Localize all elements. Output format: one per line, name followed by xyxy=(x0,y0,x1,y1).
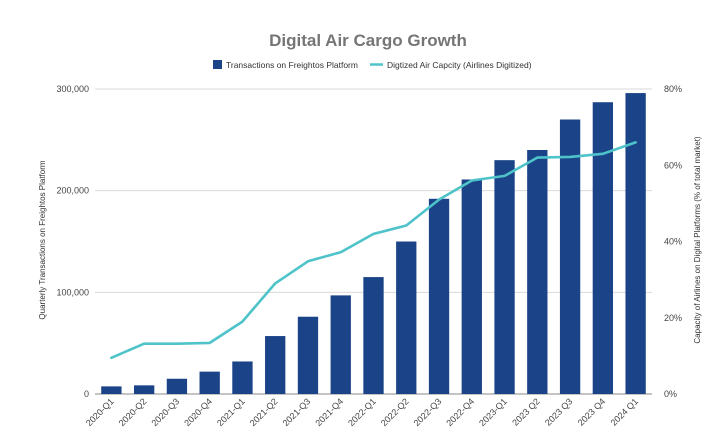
x-axis-ticks: 2020-Q1 2020-Q2 2020-Q3 2020-Q4 2021-Q1 2021-… xyxy=(84,396,640,428)
legend-swatch-transactions xyxy=(213,60,222,69)
x-tick-label: 2022-Q3 xyxy=(412,396,444,428)
x-tick-label: 2021-Q1 xyxy=(215,396,247,428)
bar xyxy=(101,386,122,394)
y-tick-label: 0 xyxy=(84,389,89,399)
x-tick-label: 2023 Q2 xyxy=(510,396,541,427)
capacity-series-line xyxy=(110,141,637,360)
x-tick-label: 2020-Q4 xyxy=(182,396,214,428)
bar xyxy=(265,336,286,394)
legend: Transactions on Freightos Platform Digti… xyxy=(213,60,532,70)
x-tick-label: 2022-Q1 xyxy=(346,396,378,428)
bar xyxy=(199,371,220,394)
bar xyxy=(330,295,351,394)
bars xyxy=(101,93,646,395)
y-tick-label: 200,000 xyxy=(56,186,89,196)
y-right-tick-label: 0% xyxy=(664,389,677,399)
bar xyxy=(625,93,646,395)
x-tick-label: 2023 Q3 xyxy=(543,396,574,427)
bar xyxy=(559,119,581,394)
bar xyxy=(461,179,482,394)
x-tick-label: 2022-Q2 xyxy=(379,396,411,428)
right-axis-title: Capacity of Airlines on Digital Platform… xyxy=(693,136,702,344)
bar xyxy=(494,160,515,394)
capacity-line xyxy=(110,141,637,360)
x-tick-label: 2021-Q4 xyxy=(313,396,345,428)
x-tick-label: 2022-Q4 xyxy=(444,396,476,428)
left-axis-title: Quarterly Transactions on Freightos Plat… xyxy=(38,160,47,320)
y-right-tick-label: 40% xyxy=(664,237,682,247)
y-tick-label: 100,000 xyxy=(56,287,89,297)
y-right-tick-label: 20% xyxy=(664,313,682,323)
legend-label-transactions: Transactions on Freightos Platform xyxy=(226,60,358,70)
y-tick-label: 300,000 xyxy=(56,84,89,94)
bar xyxy=(396,241,417,394)
right-axis-ticks: 0% 20% 40% 60% 80% xyxy=(664,84,682,399)
x-tick-label: 2020-Q1 xyxy=(84,396,116,428)
x-tick-label: 2021-Q3 xyxy=(281,396,313,428)
left-axis-ticks: 0 100,000 200,000 300,000 xyxy=(56,84,89,399)
x-tick-label: 2020-Q3 xyxy=(149,396,181,428)
x-tick-label: 2024 Q1 xyxy=(609,396,640,427)
x-tick-label: 2023 Q4 xyxy=(576,396,607,427)
x-tick-label: 2020-Q2 xyxy=(117,396,149,428)
bar xyxy=(232,361,253,394)
bar xyxy=(592,102,614,394)
y-right-tick-label: 60% xyxy=(664,160,682,170)
bar xyxy=(297,316,319,394)
legend-label-capacity: Digtized Air Capcity (Airlines Digitized… xyxy=(387,60,532,70)
chart-title: Digital Air Cargo Growth xyxy=(269,31,467,50)
bar xyxy=(166,378,188,394)
x-tick-label: 2023-Q1 xyxy=(477,396,509,428)
bar xyxy=(428,198,450,394)
bar xyxy=(363,277,384,394)
bar xyxy=(133,385,155,394)
y-right-tick-label: 80% xyxy=(664,84,682,94)
bar xyxy=(527,150,548,394)
x-tick-label: 2021-Q2 xyxy=(248,396,280,428)
